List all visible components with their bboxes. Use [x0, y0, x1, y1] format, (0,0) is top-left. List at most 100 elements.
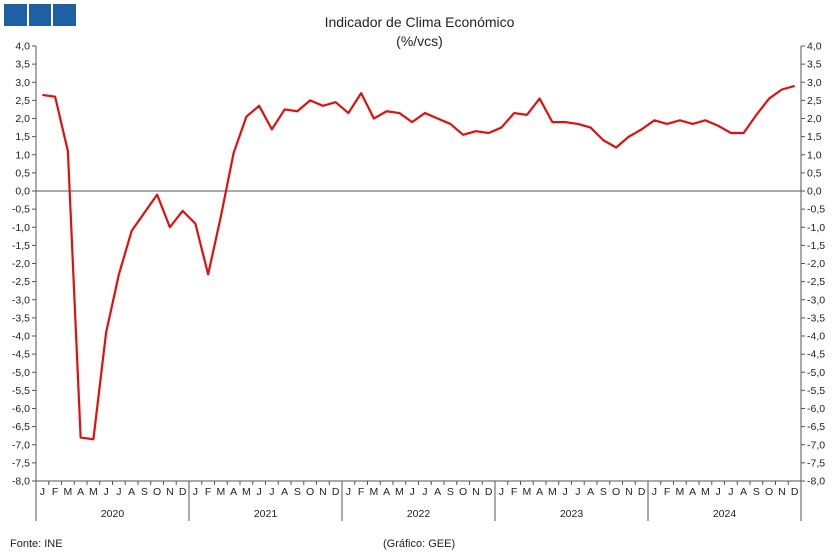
y-tick-label-right: -8,0: [807, 476, 825, 488]
y-tick-label-left: -2,5: [12, 276, 30, 288]
x-month-label: J: [116, 486, 121, 498]
y-tick-label-left: -7,0: [12, 439, 30, 451]
x-month-label: N: [166, 486, 174, 498]
y-tick-label-left: -4,0: [12, 331, 30, 343]
gee-logo: [4, 4, 77, 26]
x-month-label: O: [612, 486, 620, 498]
x-month-label: J: [104, 486, 109, 498]
y-tick-label-right: 0,5: [807, 167, 822, 179]
x-month-label: M: [242, 486, 251, 498]
y-tick-label-right: -7,0: [807, 439, 825, 451]
y-tick-label-left: -5,0: [12, 367, 30, 379]
y-tick-label-right: -6,5: [807, 421, 825, 433]
y-tick-label-left: 0,0: [15, 186, 30, 198]
y-tick-label-left: 1,5: [15, 131, 30, 143]
x-year-label: 2023: [560, 508, 584, 520]
x-year-label: 2021: [254, 508, 278, 520]
x-month-label: M: [89, 486, 98, 498]
x-month-label: M: [395, 486, 404, 498]
y-tick-label-right: 2,0: [807, 113, 822, 125]
chart-title: Indicador de Clima Económico: [324, 14, 515, 30]
y-tick-label-left: -7,5: [12, 457, 30, 469]
y-tick-label-right: -2,5: [807, 276, 825, 288]
x-month-label: F: [664, 486, 670, 498]
x-month-label: A: [383, 486, 390, 498]
y-tick-label-right: -1,0: [807, 222, 825, 234]
x-month-label: J: [728, 486, 733, 498]
y-tick-label-left: 0,5: [15, 167, 30, 179]
y-tick-label-left: -8,0: [12, 476, 30, 488]
x-month-label: A: [536, 486, 543, 498]
y-tick-label-left: 3,0: [15, 77, 30, 89]
y-tick-label-left: -6,5: [12, 421, 30, 433]
y-tick-label-left: 2,0: [15, 113, 30, 125]
y-tick-label-right: -0,5: [807, 204, 825, 216]
y-tick-label-right: 2,5: [807, 95, 822, 107]
y-tick-label-right: 1,5: [807, 131, 822, 143]
x-month-label: D: [638, 486, 646, 498]
x-year-label: 2024: [713, 508, 737, 520]
x-month-label: A: [689, 486, 696, 498]
x-month-label: J: [40, 486, 45, 498]
x-month-label: D: [791, 486, 799, 498]
x-month-label: M: [548, 486, 557, 498]
y-tick-label-left: 3,5: [15, 59, 30, 71]
y-tick-label-left: 1,0: [15, 149, 30, 161]
x-month-label: A: [281, 486, 288, 498]
x-month-label: S: [447, 486, 454, 498]
y-tick-label-right: -4,0: [807, 331, 825, 343]
x-month-label: S: [141, 486, 148, 498]
y-tick-label-right: -7,5: [807, 457, 825, 469]
chart-subtitle: (%/vcs): [396, 33, 443, 49]
x-month-label: A: [128, 486, 135, 498]
logo-block: [4, 4, 27, 26]
x-year-label: 2022: [407, 508, 431, 520]
source-note: Fonte: INE: [10, 538, 63, 550]
y-tick-label-left: -0,5: [12, 204, 30, 216]
y-tick-label-right: -1,5: [807, 240, 825, 252]
x-month-label: S: [294, 486, 301, 498]
x-month-label: J: [410, 486, 415, 498]
x-month-label: A: [77, 486, 84, 498]
logo-block: [53, 4, 77, 26]
x-month-label: N: [319, 486, 327, 498]
y-tick-label-right: -4,5: [807, 349, 825, 361]
x-month-label: J: [269, 486, 274, 498]
x-month-label: O: [153, 486, 161, 498]
x-month-label: A: [587, 486, 594, 498]
x-month-label: J: [499, 486, 504, 498]
y-tick-label-right: -6,0: [807, 403, 825, 415]
x-month-label: F: [358, 486, 364, 498]
y-tick-label-right: 3,0: [807, 77, 822, 89]
x-year-label: 2020: [101, 508, 125, 520]
x-month-label: J: [257, 486, 262, 498]
x-month-label: N: [625, 486, 633, 498]
x-month-label: J: [563, 486, 568, 498]
y-tick-label-left: -3,5: [12, 312, 30, 324]
x-month-label: M: [64, 486, 73, 498]
x-month-label: A: [230, 486, 237, 498]
x-month-label: S: [600, 486, 607, 498]
x-month-label: J: [575, 486, 580, 498]
x-month-label: M: [701, 486, 710, 498]
y-tick-label-left: 2,5: [15, 95, 30, 107]
x-month-label: M: [523, 486, 532, 498]
x-month-label: O: [306, 486, 314, 498]
y-tick-label-right: -3,0: [807, 294, 825, 306]
y-tick-label-left: -5,5: [12, 385, 30, 397]
y-tick-label-left: -1,5: [12, 240, 30, 252]
y-tick-label-right: 0,0: [807, 186, 822, 198]
x-month-label: F: [511, 486, 517, 498]
chart-credit: (Gráfico: GEE): [383, 538, 456, 550]
x-month-label: O: [459, 486, 467, 498]
x-month-label: J: [193, 486, 198, 498]
y-tick-label-right: -5,0: [807, 367, 825, 379]
x-month-label: D: [332, 486, 340, 498]
y-tick-label-right: 3,5: [807, 59, 822, 71]
x-month-label: N: [472, 486, 480, 498]
x-month-label: J: [422, 486, 427, 498]
x-month-label: O: [765, 486, 773, 498]
y-tick-label-left: 4,0: [15, 41, 30, 53]
x-month-label: A: [434, 486, 441, 498]
